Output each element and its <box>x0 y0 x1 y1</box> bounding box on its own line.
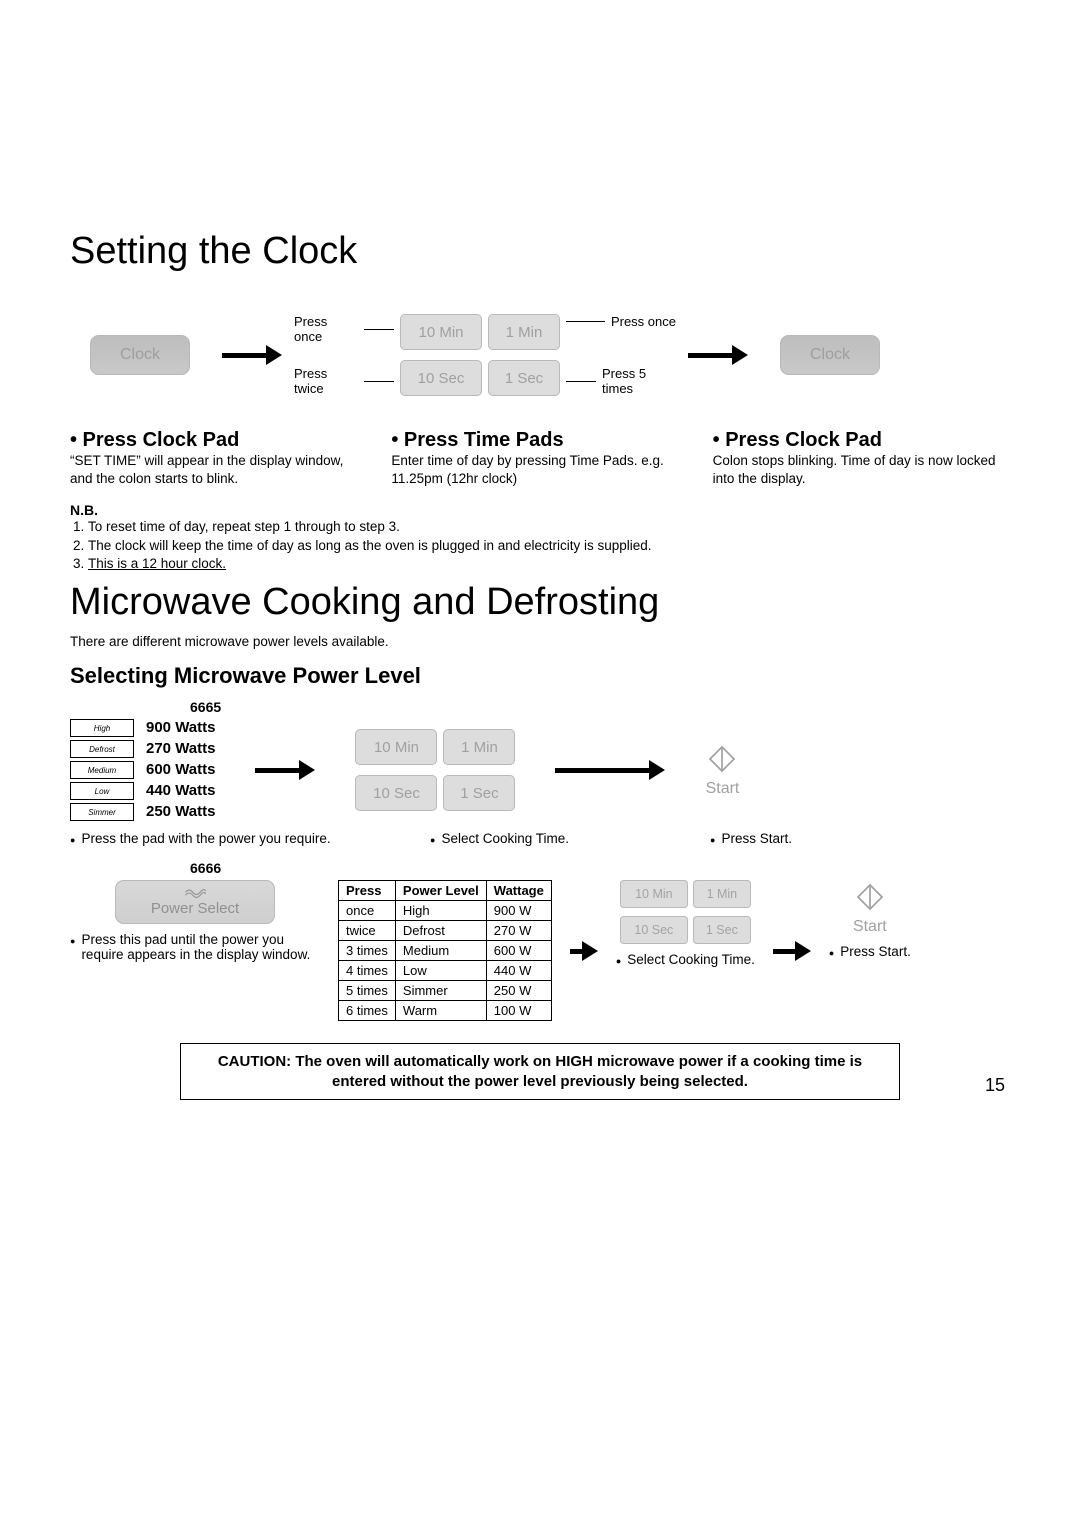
table-row: twiceDefrost270 W <box>339 921 552 941</box>
col1-body: “SET TIME” will appear in the display wi… <box>70 452 367 488</box>
th-press: Press <box>339 881 396 901</box>
power-watt: 270 Watts <box>146 740 215 758</box>
label-press-5times: Press 5 times <box>602 366 676 396</box>
power-pad[interactable]: Low <box>70 782 134 800</box>
pad-10min[interactable]: 10 Min <box>620 880 688 908</box>
label-press-once: Press once <box>294 314 358 344</box>
power-watt: 250 Watts <box>146 803 215 821</box>
pad-1min[interactable]: 1 Min <box>488 314 560 350</box>
table-row: 3 timesMedium600 W <box>339 941 552 961</box>
time-pads: 10 Min 1 Min 10 Sec 1 Sec <box>400 314 560 396</box>
arrow-icon <box>555 763 665 777</box>
pad-1min[interactable]: 1 Min <box>693 880 751 908</box>
heading-setting-clock: Setting the Clock <box>70 230 1010 273</box>
pad-10min[interactable]: 10 Min <box>400 314 482 350</box>
power-select-label: Power Select <box>151 900 239 917</box>
heading-microwave: Microwave Cooking and Defrosting <box>70 581 1010 624</box>
model-6665-label: 6665 <box>190 699 1010 715</box>
table-row: 4 timesLow440 W <box>339 961 552 981</box>
power-watt: 600 Watts <box>146 761 215 779</box>
section-microwave: Microwave Cooking and Defrosting There a… <box>70 581 1010 1100</box>
caution-box: CAUTION: The oven will automatically wor… <box>180 1043 900 1100</box>
power-level-list: High Defrost Medium Low Simmer 900 Watts… <box>70 719 215 821</box>
col1-head: • Press Clock Pad <box>70 429 367 452</box>
power-watt: 440 Watts <box>146 782 215 800</box>
table-row: onceHigh900 W <box>339 901 552 921</box>
col3-body: Colon stops blinking. Time of day is now… <box>713 452 1010 488</box>
arrow-icon <box>255 763 315 777</box>
step-a3: Press Start. <box>710 831 792 846</box>
th-wattage: Wattage <box>486 881 551 901</box>
microwave-icon <box>184 887 206 899</box>
start-button[interactable]: Start <box>705 742 739 798</box>
clock-steps-row: Clock Press once Press twice 10 Min 1 Mi… <box>70 295 1010 415</box>
start-diamond-icon <box>853 880 887 914</box>
power-pad[interactable]: Defrost <box>70 740 134 758</box>
clock-instruction-columns: • Press Clock Pad “SET TIME” will appear… <box>70 419 1010 488</box>
start-button-2[interactable]: Start <box>853 880 887 936</box>
power-pad[interactable]: Simmer <box>70 803 134 821</box>
arrow-icon <box>570 944 598 958</box>
col3-head: • Press Clock Pad <box>713 429 1010 452</box>
start-label: Start <box>853 918 887 936</box>
step-b3: Press Start. <box>829 944 911 959</box>
pad-1sec[interactable]: 1 Sec <box>693 916 751 944</box>
nb-item: To reset time of day, repeat step 1 thro… <box>88 518 1010 536</box>
pad-10sec[interactable]: 10 Sec <box>400 360 482 396</box>
arrow-icon <box>222 348 282 362</box>
caution-text: CAUTION: The oven will automatically wor… <box>193 1052 887 1091</box>
pad-10min[interactable]: 10 Min <box>355 729 437 765</box>
arrow-icon <box>688 348 748 362</box>
nb-block: N.B. To reset time of day, repeat step 1… <box>70 502 1010 573</box>
arrow-icon <box>773 944 811 958</box>
subhead-power-level: Selecting Microwave Power Level <box>70 663 1010 689</box>
step-b2: Select Cooking Time. <box>616 952 755 967</box>
table-row: 5 timesSimmer250 W <box>339 981 552 1001</box>
start-diamond-icon <box>705 742 739 776</box>
step-a1: Press the pad with the power you require… <box>70 831 370 846</box>
start-label: Start <box>706 780 740 798</box>
page-number: 15 <box>985 1075 1005 1096</box>
nb-item: The clock will keep the time of day as l… <box>88 537 1010 555</box>
col2-body: Enter time of day by pressing Time Pads.… <box>391 452 688 488</box>
pad-1sec[interactable]: 1 Sec <box>488 360 560 396</box>
section-clock: Setting the Clock Clock Press once Press… <box>70 230 1010 573</box>
pad-1min[interactable]: 1 Min <box>443 729 515 765</box>
power-pad[interactable]: Medium <box>70 761 134 779</box>
col2-head: • Press Time Pads <box>391 429 688 452</box>
power-level-table: Press Power Level Wattage onceHigh900 W … <box>338 880 552 1021</box>
power-pad[interactable]: High <box>70 719 134 737</box>
time-pads-3: 10 Min 1 Min 10 Sec 1 Sec <box>620 880 751 944</box>
pad-1sec[interactable]: 1 Sec <box>443 775 515 811</box>
power-select-button[interactable]: Power Select <box>115 880 275 924</box>
microwave-intro: There are different microwave power leve… <box>70 634 1010 649</box>
step-a2: Select Cooking Time. <box>430 831 650 846</box>
clock-button-2[interactable]: Clock <box>780 335 880 375</box>
power-watt: 900 Watts <box>146 719 215 737</box>
step-b1: Press this pad until the power you requi… <box>70 932 320 962</box>
pad-10sec[interactable]: 10 Sec <box>355 775 437 811</box>
model-6666-block: 6666 Power Select Press this pad until t… <box>70 860 1010 1021</box>
clock-button[interactable]: Clock <box>90 335 190 375</box>
th-level: Power Level <box>395 881 486 901</box>
model-6665-block: 6665 High Defrost Medium Low Simmer 900 … <box>70 699 1010 846</box>
table-row: 6 timesWarm100 W <box>339 1001 552 1021</box>
model-6666-label: 6666 <box>190 860 1010 876</box>
label-press-once-2: Press once <box>611 314 676 329</box>
label-press-twice: Press twice <box>294 366 358 396</box>
pad-10sec[interactable]: 10 Sec <box>620 916 688 944</box>
time-pads-2: 10 Min 1 Min 10 Sec 1 Sec <box>355 729 515 811</box>
nb-title: N.B. <box>70 502 1010 518</box>
nb-item: This is a 12 hour clock. <box>88 555 1010 573</box>
